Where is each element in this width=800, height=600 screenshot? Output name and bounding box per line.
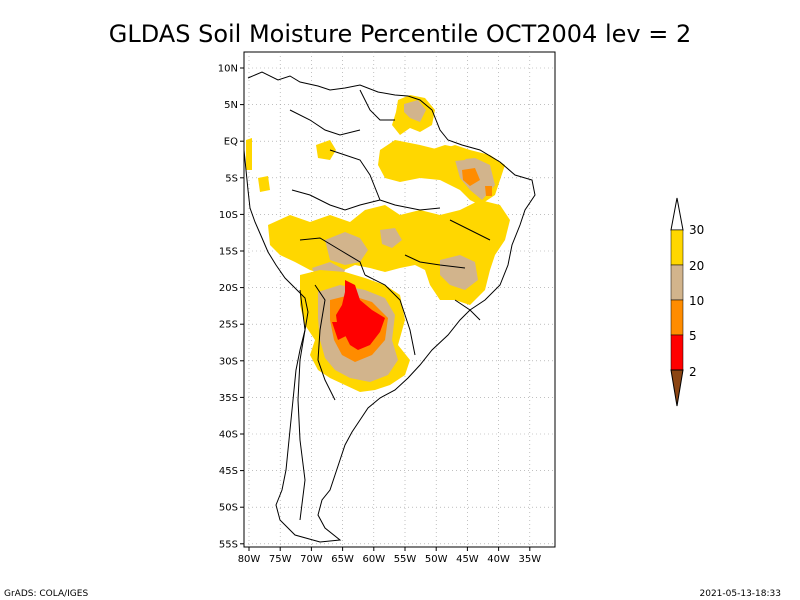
border-5 <box>364 274 416 356</box>
latitude-labels: 10N 5N EQ 5S 10S 15S 20S 25S 30S 35S 40S 45S 50S 55S <box>218 64 244 550</box>
legend-label-20: 20 <box>689 259 704 273</box>
border-4 <box>299 237 366 276</box>
legend-label-10: 10 <box>689 294 704 308</box>
lon-label: 55W <box>394 554 417 565</box>
lon-label: 40W <box>487 554 510 565</box>
lon-label: 75W <box>269 554 292 565</box>
legend-band-2-5 <box>670 334 684 371</box>
lon-label: 45W <box>456 554 479 565</box>
shade-central-tan-1 <box>325 232 368 265</box>
shade-central-tan-3 <box>380 228 402 248</box>
footer-credit: GrADS: COLA/IGES <box>4 589 88 599</box>
lon-label: 70W <box>300 554 323 565</box>
lat-label: 50S <box>219 503 238 514</box>
border-1 <box>291 189 381 211</box>
lat-label: 25S <box>219 320 238 331</box>
shade-wam-2 <box>258 176 270 192</box>
shade-north-coast <box>430 145 470 162</box>
footer-timestamp: 2021-05-13-18:33 <box>700 589 782 599</box>
longitude-labels: 80W 75W 70W 65W 60W 55W 50W 45W 40W 35W <box>238 547 541 565</box>
legend-bottom-arrow <box>670 369 684 407</box>
border-2 <box>379 199 441 211</box>
border-7 <box>289 109 361 136</box>
lat-label: 55S <box>219 539 238 550</box>
coastline <box>243 71 536 543</box>
graticule <box>244 52 555 547</box>
lon-label: 35W <box>518 554 541 565</box>
lon-label: 65W <box>331 554 354 565</box>
shade-wam-1 <box>316 140 336 160</box>
map-title: GLDAS Soil Moisture Percentile OCT2004 l… <box>109 20 691 48</box>
shade-guianas-tan <box>404 100 426 122</box>
border-9 <box>404 254 466 269</box>
legend-label-30: 30 <box>689 223 704 237</box>
lat-label: 15S <box>219 247 238 258</box>
color-legend: 30 20 10 5 2 <box>670 197 704 407</box>
lon-label: 50W <box>425 554 448 565</box>
lat-label: 10N <box>218 64 238 75</box>
lon-label: 80W <box>238 554 261 565</box>
shade-ne-orange <box>462 168 480 186</box>
legend-top-arrow <box>670 197 684 231</box>
lat-label: 45S <box>219 466 238 477</box>
lat-label: 5N <box>224 100 238 111</box>
legend-label-5: 5 <box>689 329 697 343</box>
legend-band-20-30 <box>670 229 684 266</box>
lat-label: 20S <box>219 283 238 294</box>
border-10 <box>449 219 491 241</box>
shade-ne-orange-2 <box>485 186 492 196</box>
legend-band-5-10 <box>670 299 684 336</box>
shade-south-red-2 <box>332 322 348 340</box>
shade-south-red <box>336 280 385 350</box>
legend-band-10-20 <box>670 264 684 301</box>
lat-label: 10S <box>219 210 238 221</box>
border-3 <box>329 149 381 201</box>
shade-central-tan-2 <box>440 255 478 290</box>
lat-label: 5S <box>225 173 238 184</box>
lat-label: 40S <box>219 430 238 441</box>
lat-label: 35S <box>219 393 238 404</box>
border-11 <box>297 289 306 521</box>
border-12 <box>454 299 481 321</box>
shade-wam-3 <box>246 138 252 170</box>
south-america-outline <box>243 71 536 543</box>
lon-label: 60W <box>362 554 385 565</box>
legend-label-2: 2 <box>689 365 697 379</box>
lat-label: EQ <box>224 137 238 148</box>
border-8 <box>359 89 395 121</box>
lat-label: 30S <box>219 356 238 367</box>
border-6 <box>314 284 336 401</box>
soil-moisture-shading <box>246 95 510 392</box>
